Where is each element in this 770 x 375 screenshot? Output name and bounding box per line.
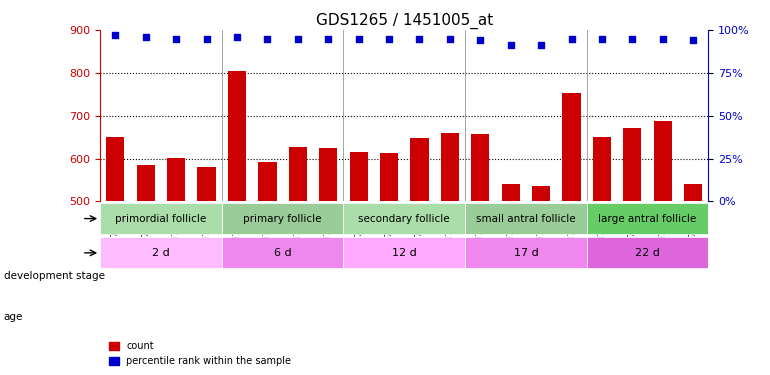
Bar <box>319 148 337 201</box>
Text: 22 d: 22 d <box>635 248 660 258</box>
Bar <box>532 186 551 201</box>
Bar <box>562 93 581 201</box>
Legend: count, percentile rank within the sample: count, percentile rank within the sample <box>105 338 295 370</box>
Point <box>200 36 213 42</box>
Point <box>353 36 365 42</box>
FancyBboxPatch shape <box>465 237 587 268</box>
FancyBboxPatch shape <box>587 203 708 234</box>
Bar <box>654 121 672 201</box>
Bar <box>593 137 611 201</box>
Bar <box>471 134 490 201</box>
FancyBboxPatch shape <box>222 203 343 234</box>
Point <box>596 36 608 42</box>
Bar <box>623 128 641 201</box>
Bar <box>410 138 429 201</box>
Bar <box>197 167 216 201</box>
Point <box>231 34 243 40</box>
Bar <box>228 71 246 201</box>
Bar <box>440 133 459 201</box>
Point <box>504 42 517 48</box>
FancyBboxPatch shape <box>222 237 343 268</box>
FancyBboxPatch shape <box>100 237 222 268</box>
Point <box>565 36 578 42</box>
Text: age: age <box>4 312 23 322</box>
Bar <box>501 184 520 201</box>
Point <box>383 36 395 42</box>
Text: 2 d: 2 d <box>152 248 170 258</box>
Bar <box>350 152 368 201</box>
Bar <box>684 184 702 201</box>
Text: primary follicle: primary follicle <box>243 214 322 223</box>
FancyBboxPatch shape <box>465 203 587 234</box>
Text: 6 d: 6 d <box>274 248 291 258</box>
FancyBboxPatch shape <box>343 237 465 268</box>
Point <box>687 37 699 43</box>
Point <box>322 36 334 42</box>
Point <box>474 37 487 43</box>
Bar <box>289 147 307 201</box>
Text: secondary follicle: secondary follicle <box>359 214 450 223</box>
Point <box>261 36 273 42</box>
Point <box>109 32 122 38</box>
Text: large antral follicle: large antral follicle <box>598 214 697 223</box>
Bar <box>380 153 398 201</box>
Point <box>626 36 638 42</box>
Text: 12 d: 12 d <box>392 248 417 258</box>
Point <box>139 34 152 40</box>
FancyBboxPatch shape <box>343 203 465 234</box>
Point <box>535 42 547 48</box>
Text: development stage: development stage <box>4 271 105 280</box>
Text: small antral follicle: small antral follicle <box>476 214 576 223</box>
Point <box>657 36 669 42</box>
Text: primordial follicle: primordial follicle <box>116 214 206 223</box>
Bar <box>106 137 125 201</box>
Point <box>170 36 182 42</box>
Point <box>292 36 304 42</box>
Bar <box>167 158 186 201</box>
Text: 17 d: 17 d <box>514 248 538 258</box>
Point <box>444 36 456 42</box>
FancyBboxPatch shape <box>587 237 708 268</box>
Point <box>413 36 426 42</box>
Bar <box>258 162 276 201</box>
Bar <box>136 165 155 201</box>
Title: GDS1265 / 1451005_at: GDS1265 / 1451005_at <box>316 12 493 28</box>
FancyBboxPatch shape <box>100 203 222 234</box>
